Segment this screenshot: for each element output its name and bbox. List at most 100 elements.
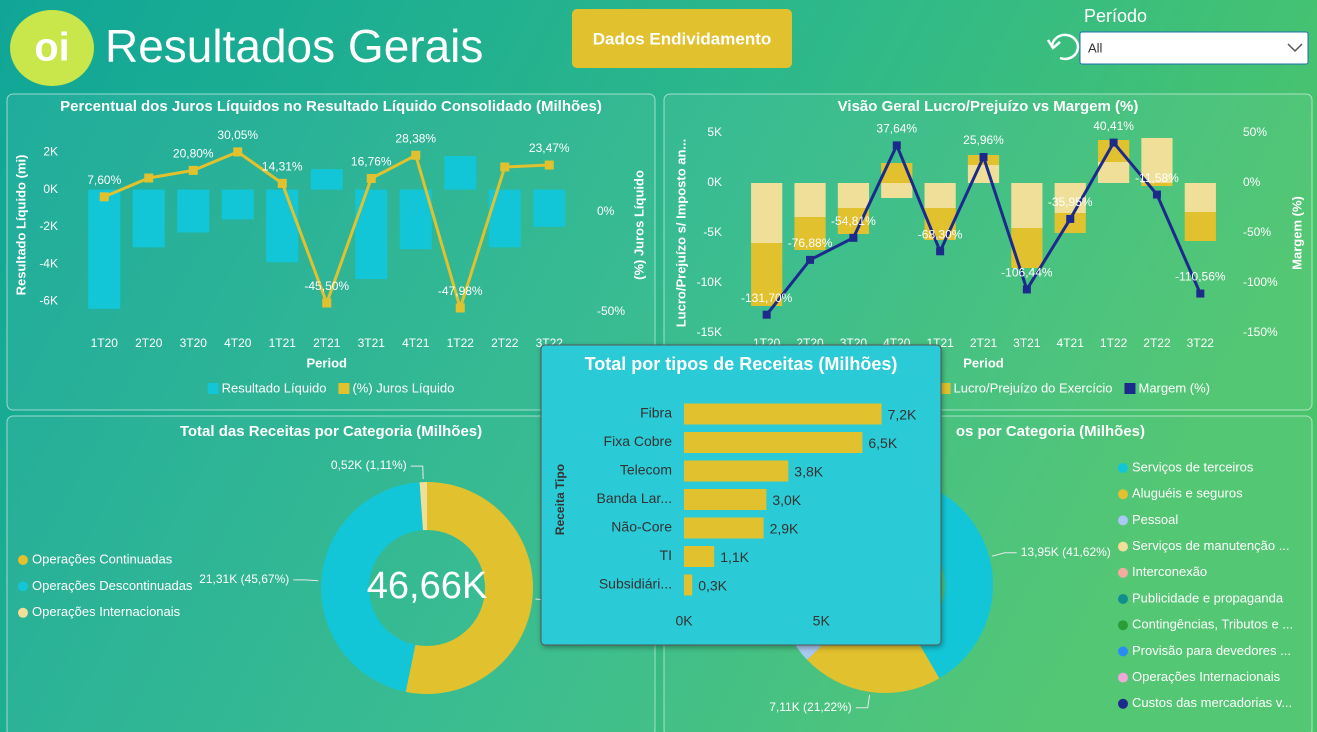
data-label: 16,76% [351,155,392,169]
legend-label: Interconexão [1132,564,1207,579]
y-tick-label: 5K [707,125,722,139]
period-select[interactable] [1079,31,1309,65]
data-label: 30,05% [217,128,258,142]
legend-marker [1124,383,1136,394]
legend-label: Serviços de manutenção ... [1132,538,1290,553]
leader-line [293,579,319,582]
bar [1141,138,1173,183]
leader-line [855,694,871,709]
line-marker [1152,190,1161,199]
legend-marker [1118,515,1128,526]
bar [1184,183,1216,212]
bar [1141,183,1173,186]
data-label: 7,2K [888,407,917,423]
x-tick-label: 3T20 [180,336,208,350]
data-label: 0,3K [698,578,727,594]
y2-axis-label: Margem (%) [1289,196,1304,270]
bar [132,189,165,248]
bar [88,189,121,309]
legend-marker [1118,698,1128,709]
legend-marker [1118,646,1128,657]
bar [684,489,767,510]
legend-marker [1118,463,1128,473]
legend-label: Provisão para devedores ... [1132,643,1291,658]
chart: Visão Geral Lucro/Prejuízo vs Margem (%)… [673,98,1304,395]
y2-tick-label: 50% [1243,125,1267,139]
chart-title: Total das Receitas por Categoria (Milhõe… [180,423,482,440]
x-tick-label: 1T22 [1100,336,1128,350]
data-label: -47,98% [438,284,483,298]
legend-marker [939,383,951,394]
data-label: 1,1K [720,549,749,565]
y2-tick-label: 0% [1243,175,1261,189]
line-marker [322,298,332,308]
line-marker [979,153,988,162]
legend: Resultado Líquido (%) Juros Líquido [207,380,454,395]
y-tick-label: Banda Lar... [596,490,672,506]
chart-title: os por Categoria (Milhões) [956,423,1145,440]
y2-tick-label: -100% [1243,275,1278,289]
x-tick-label: 4T21 [402,336,430,350]
legend-marker [1118,594,1128,604]
line-marker [762,310,771,319]
legend-marker [18,581,28,592]
y2-tick-label: -50% [597,304,625,318]
line-marker [849,233,858,242]
select-chevron[interactable] [1287,43,1303,53]
leader-line [992,552,1017,557]
legend-marker [207,383,219,394]
nav-button-label[interactable]: Dados Endividamento [593,29,772,48]
data-label: -54,81% [831,214,876,228]
y-axis-label: Lucro/Prejuízo s/ Imposto an... [673,139,688,328]
bar [684,432,863,453]
line-marker [188,165,198,175]
legend-marker [1118,672,1128,683]
line-marker [366,173,376,183]
legend-marker [1118,489,1128,500]
period-value[interactable]: All [1088,40,1103,55]
y-tick-label: -4K [39,256,58,270]
bar [751,183,783,243]
center-label: 46,66K [367,565,487,607]
legend-marker [1118,541,1128,552]
leader-line [410,465,424,480]
line-marker [455,303,465,313]
legend-label: (%) Juros Líquido [352,380,454,395]
bar [1011,183,1043,228]
x-tick-label: 0K [675,613,693,629]
bar [794,217,826,250]
legend-marker [1118,567,1128,578]
bar [751,243,783,306]
data-label: 7,11K (21,22%) [769,700,852,714]
legend-label: Pessoal [1132,512,1178,527]
back-button[interactable] [1046,33,1080,61]
x-axis-label: Period [307,355,348,370]
y-tick-label: -2K [39,219,58,233]
y-axis-label: Receita Tipo [553,464,567,535]
legend-label: Contingências, Tributos e ... [1132,617,1293,632]
bar [266,189,299,263]
data-label: 0,52K (1,11%) [331,458,407,472]
data-label: 20,80% [173,147,214,161]
x-tick-label: 4T20 [224,336,252,350]
y-tick-label: Telecom [620,462,672,478]
bar [684,460,789,482]
x-tick-label: 1T21 [269,336,297,350]
legend-marker [18,607,28,618]
logo-text: oi [34,26,70,70]
data-label: 37,64% [876,122,917,136]
x-tick-label: 3T21 [358,336,386,350]
y-tick-label: -15K [697,325,722,339]
chart-title: Total por tipos de Receitas (Milhões) [585,354,898,374]
bar [444,156,477,190]
legend: Lucro/Prejuízo do Exercício Margem (%) [939,380,1210,395]
line-marker [892,141,901,150]
data-label: 21,31K (45,67%) [199,572,289,586]
line-marker [936,247,945,256]
x-axis-label: Period [963,355,1004,370]
legend-label: Operações Internacionais [1132,669,1281,684]
nav-button[interactable] [572,9,792,68]
data-label: 13,95K (41,62%) [1021,545,1111,559]
line-marker [1066,214,1075,223]
